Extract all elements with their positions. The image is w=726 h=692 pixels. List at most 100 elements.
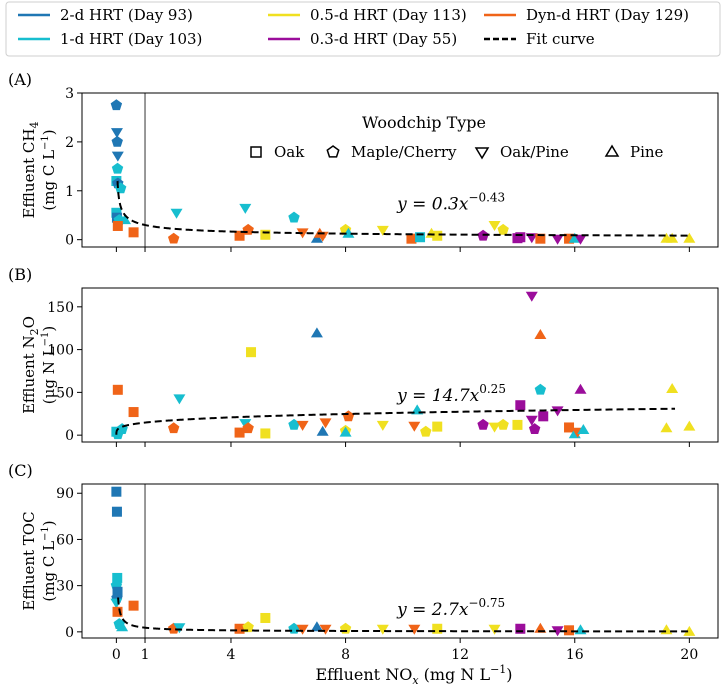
data-point — [666, 382, 679, 393]
woodchip-marker-triangle-up — [604, 144, 620, 157]
legend-label: Dyn-d HRT (Day 129) — [526, 6, 689, 24]
woodchip-legend-title: Woodchip Type — [362, 113, 486, 132]
woodchip-legend-label: Oak — [274, 143, 305, 161]
data-point — [128, 600, 139, 611]
legend-entry: Dyn-d HRT (Day 129) — [484, 6, 689, 24]
data-point — [660, 422, 673, 433]
data-point — [112, 572, 123, 583]
y-tick-label: 2 — [65, 135, 74, 151]
legend-entry: 2-d HRT (Day 93) — [18, 6, 193, 24]
data-point — [515, 623, 526, 634]
y-tick-label: 1 — [65, 184, 74, 200]
data-point — [339, 622, 352, 634]
data-point — [683, 420, 696, 431]
legend: 2-d HRT (Day 93) 1-d HRT (Day 103) 0.5-d H… — [5, 1, 721, 57]
data-point — [128, 407, 139, 418]
data-point — [432, 421, 443, 432]
legend-label: 0.3-d HRT (Day 55) — [310, 30, 457, 48]
data-point — [525, 415, 538, 426]
data-point — [551, 626, 564, 637]
data-point — [111, 506, 122, 517]
data-point — [111, 486, 122, 497]
x-tick-label: 20 — [680, 647, 698, 663]
data-point — [239, 203, 252, 214]
fit-curve — [117, 597, 690, 633]
data-point — [683, 625, 696, 636]
legend-entry: 0.3-d HRT (Day 55) — [268, 30, 457, 48]
woodchip-legend-label: Maple/Cherry — [351, 143, 457, 161]
data-point — [296, 624, 309, 635]
panel-label: (C) — [8, 461, 33, 480]
legend-label: 2-d HRT (Day 93) — [60, 6, 193, 24]
data-point — [260, 229, 271, 240]
data-point — [534, 622, 547, 633]
data-point — [534, 329, 547, 340]
data-point — [116, 621, 129, 632]
data-point — [173, 623, 186, 634]
legend-entry: Fit curve — [484, 30, 595, 48]
data-point — [577, 424, 590, 435]
data-point — [497, 418, 509, 430]
data-point — [666, 232, 679, 243]
data-point — [497, 223, 509, 235]
data-point — [296, 420, 309, 431]
woodchip-legend: Woodchip Type Oak Maple/Cherry Oak/Pine Pine — [250, 113, 664, 161]
woodchip-legend-label: Pine — [630, 143, 664, 161]
data-point — [242, 422, 254, 434]
data-point — [408, 624, 421, 635]
data-point — [568, 232, 581, 243]
data-point — [111, 162, 124, 174]
data-point — [660, 624, 673, 635]
legend-entry: 0.5-d HRT (Day 113) — [268, 6, 467, 24]
data-point — [288, 211, 300, 223]
data-point — [260, 612, 271, 623]
data-point — [406, 233, 417, 244]
y-tick-label: 50 — [56, 385, 74, 401]
data-point — [551, 406, 564, 417]
data-point — [260, 428, 271, 439]
data-point — [310, 327, 323, 338]
data-point — [564, 233, 575, 244]
woodchip-marker-pentagon — [326, 145, 340, 158]
fit-equation: y = 0.3x−0.43 — [396, 190, 505, 214]
data-point — [525, 291, 538, 302]
fit-equation: y = 14.7x0.25 — [396, 382, 506, 406]
data-point — [339, 426, 352, 437]
data-point — [488, 221, 501, 231]
data-point — [574, 383, 587, 394]
legend-label: 0.5-d HRT (Day 113) — [310, 6, 467, 24]
panel: (C) Effluent TOC (mg C L−1) y = 2.7x−0.75 0 3… — [8, 461, 719, 663]
data-point — [564, 422, 575, 433]
data-point — [319, 624, 332, 635]
y-tick-label: 0 — [65, 625, 74, 641]
data-point — [512, 419, 523, 430]
y-axis-label: Effluent N2O — [20, 316, 41, 414]
y-axis-unit: (μg N L−1) — [40, 326, 58, 404]
data-point — [477, 418, 489, 430]
panel-label: (A) — [8, 70, 32, 89]
y-tick-label: 100 — [47, 343, 74, 359]
legend-entry: 1-d HRT (Day 103) — [18, 30, 202, 48]
data-point — [112, 606, 123, 617]
data-point — [432, 623, 443, 634]
legend-label: 1-d HRT (Day 103) — [60, 30, 202, 48]
data-point — [167, 422, 180, 434]
data-point — [551, 234, 564, 245]
y-tick-label: 150 — [47, 300, 74, 316]
y-tick-label: 60 — [56, 532, 74, 548]
x-tick-label: 4 — [227, 647, 236, 663]
data-point — [535, 233, 546, 244]
data-point — [234, 230, 245, 241]
panel: (A) Effluent CH4(mg C L−1) y = 0.3x−0.43 0 1… — [8, 70, 719, 252]
x-tick-label: 8 — [341, 647, 350, 663]
data-point — [246, 347, 257, 358]
x-axis-label: Effluent NOx (mg N L−1) — [315, 663, 512, 687]
data-point — [110, 598, 123, 609]
y-tick-label: 30 — [56, 579, 74, 595]
woodchip-legend-label: Oak/Pine — [500, 143, 569, 161]
data-point — [288, 418, 300, 430]
data-point — [239, 419, 252, 430]
x-tick-label: 12 — [451, 647, 469, 663]
data-point — [111, 151, 124, 162]
